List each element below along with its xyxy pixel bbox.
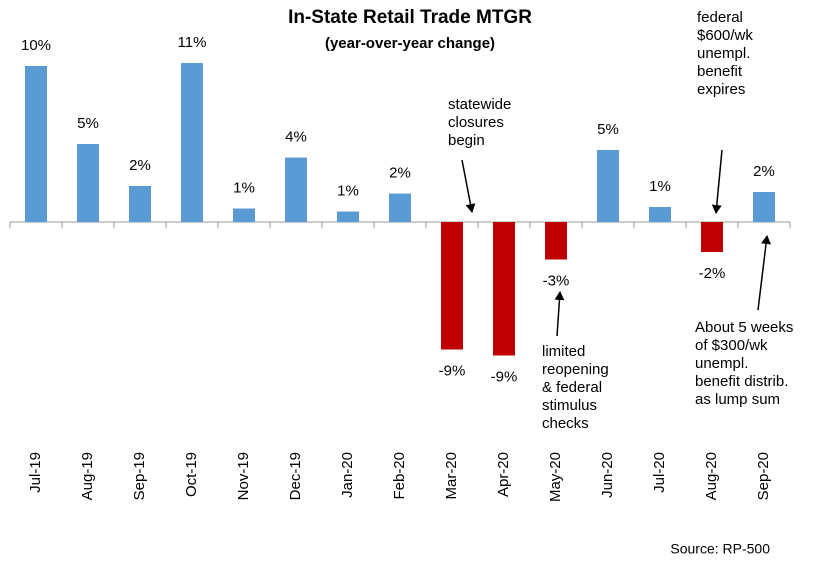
x-tick-label: Jan-20 <box>339 452 356 498</box>
annotation: benefit <box>697 63 743 80</box>
data-label: 1% <box>233 179 255 196</box>
annotation: reopening <box>542 361 609 378</box>
source: Source: RP-500 <box>670 541 770 557</box>
data-label: 4% <box>285 128 307 145</box>
data-label: 5% <box>77 115 99 132</box>
data-label: 1% <box>649 178 671 195</box>
chart-subtitle: (year-over-year change) <box>325 35 495 52</box>
bar <box>441 222 463 350</box>
annotation: About 5 weeks <box>695 319 793 336</box>
x-tick-label: Jul-19 <box>27 452 44 493</box>
x-tick-label: Jun-20 <box>599 452 616 498</box>
x-tick-label: Jul-20 <box>651 452 668 493</box>
annotation: of $300/wk <box>695 337 768 354</box>
bar <box>77 144 99 222</box>
data-label: -9% <box>491 368 518 385</box>
x-tick-label: Aug-20 <box>703 452 720 500</box>
bar <box>753 192 775 222</box>
bar <box>597 150 619 222</box>
x-tick-label: Sep-20 <box>755 452 772 500</box>
data-label: 10% <box>21 37 51 54</box>
annotation: unempl. <box>695 355 748 372</box>
annotation: stimulus <box>542 397 597 414</box>
annotation: checks <box>542 415 589 432</box>
annotation: benefit distrib. <box>695 373 788 390</box>
arrow <box>711 149 723 214</box>
annotation: $600/wk <box>697 27 753 44</box>
x-tick-label: Mar-20 <box>443 452 460 500</box>
annotation: federal <box>697 9 743 26</box>
chart-title: In-State Retail Trade MTGR <box>288 7 532 28</box>
x-tick-label: Sep-19 <box>131 452 148 500</box>
bar <box>389 193 411 222</box>
x-tick-label: Nov-19 <box>235 452 252 500</box>
x-tick-label: May-20 <box>547 452 564 502</box>
bar <box>129 186 151 222</box>
data-label: -2% <box>699 265 726 282</box>
annotation: statewide <box>448 96 511 113</box>
data-label: -9% <box>439 362 466 379</box>
bar <box>545 222 567 260</box>
bar <box>25 66 47 222</box>
data-label: 1% <box>337 182 359 199</box>
data-label: 2% <box>129 157 151 174</box>
data-label: 2% <box>389 164 411 181</box>
x-tick-label: Apr-20 <box>495 452 512 497</box>
data-label: 2% <box>753 163 775 180</box>
annotation: expires <box>697 81 745 98</box>
x-tick-label: Feb-20 <box>391 452 408 500</box>
annotation: unempl. <box>697 45 750 62</box>
x-tick-label: Aug-19 <box>79 452 96 500</box>
arrow <box>757 235 771 311</box>
annotation: closures <box>448 114 504 131</box>
annotation: as lump sum <box>695 391 780 408</box>
x-tick-label: Oct-19 <box>183 452 200 497</box>
bar <box>493 222 515 356</box>
bar <box>649 207 671 222</box>
annotation: begin <box>448 132 485 149</box>
annotation: & federal <box>542 379 602 396</box>
bar <box>337 211 359 222</box>
arrow <box>554 291 565 337</box>
annotation: limited <box>542 343 585 360</box>
arrow <box>461 159 476 213</box>
data-label: -3% <box>543 272 570 289</box>
data-label: 11% <box>178 34 207 51</box>
data-label: 5% <box>597 121 619 138</box>
bar <box>701 222 723 252</box>
bar <box>181 63 203 222</box>
bar <box>233 208 255 222</box>
bar <box>285 157 307 222</box>
x-tick-label: Dec-19 <box>287 452 304 500</box>
